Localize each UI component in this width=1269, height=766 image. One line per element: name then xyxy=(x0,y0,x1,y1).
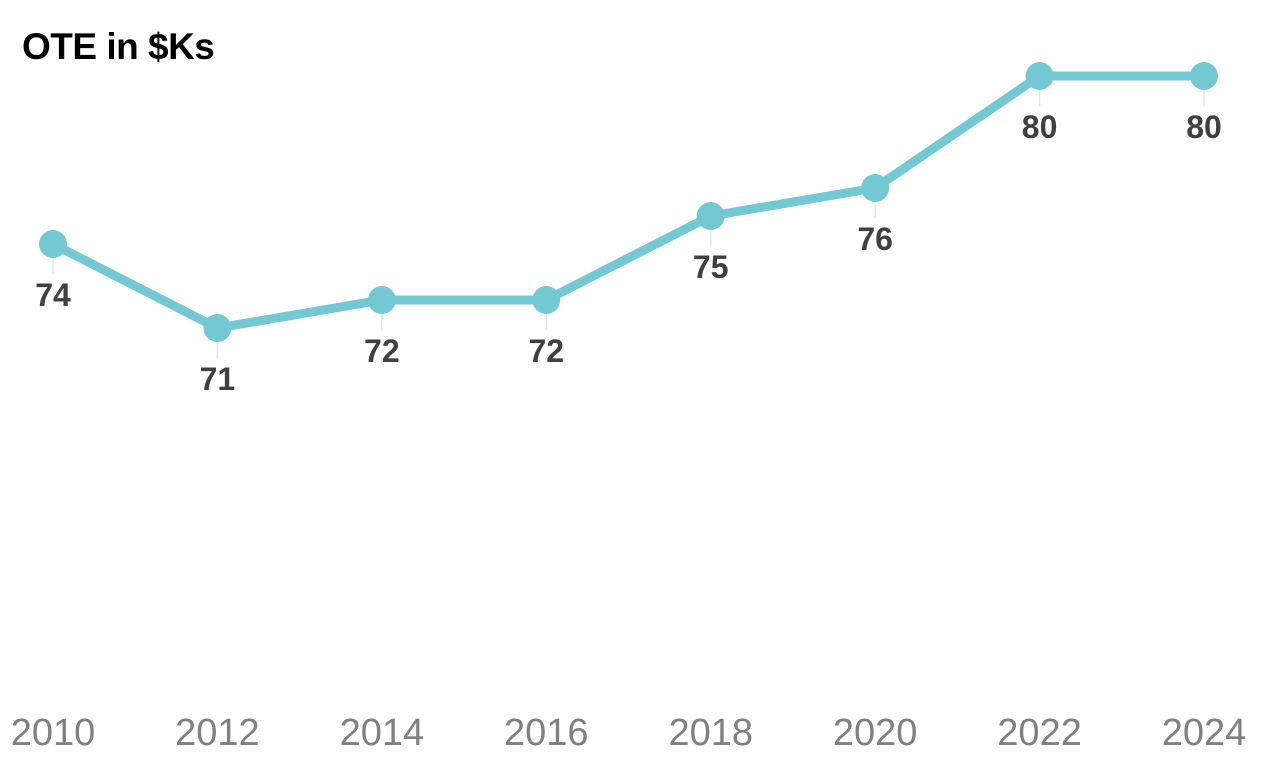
data-point xyxy=(39,230,67,258)
data-point xyxy=(696,202,725,230)
data-point xyxy=(532,286,561,314)
data-label: 72 xyxy=(364,333,400,369)
data-point xyxy=(861,174,890,202)
data-label: 74 xyxy=(35,277,71,313)
data-label: 76 xyxy=(857,221,893,257)
data-label: 80 xyxy=(1186,109,1222,145)
x-tick-label: 2010 xyxy=(11,712,96,754)
x-tick-label: 2022 xyxy=(997,712,1082,754)
data-points xyxy=(39,62,1218,342)
series-line xyxy=(48,71,1209,333)
x-tick-label: 2012 xyxy=(175,712,260,754)
x-tick-label: 2014 xyxy=(340,712,425,754)
x-tick-label: 2020 xyxy=(833,712,918,754)
data-label: 75 xyxy=(693,249,729,285)
x-tick-label: 2016 xyxy=(504,712,589,754)
chart-title: OTE in $Ks xyxy=(22,26,215,67)
data-labels: 74 71 72 72 75 76 80 80 xyxy=(35,109,1222,397)
data-point xyxy=(1025,62,1054,90)
data-point xyxy=(1190,62,1218,90)
data-label: 80 xyxy=(1022,109,1058,145)
data-point xyxy=(367,286,396,314)
x-axis-ticks: 2010 2012 2014 2016 2018 2020 2022 2024 xyxy=(11,712,1247,754)
data-point xyxy=(203,314,232,342)
x-tick-label: 2024 xyxy=(1162,712,1247,754)
x-tick-label: 2018 xyxy=(668,712,753,754)
data-label: 72 xyxy=(528,333,564,369)
data-label: 71 xyxy=(200,361,236,397)
